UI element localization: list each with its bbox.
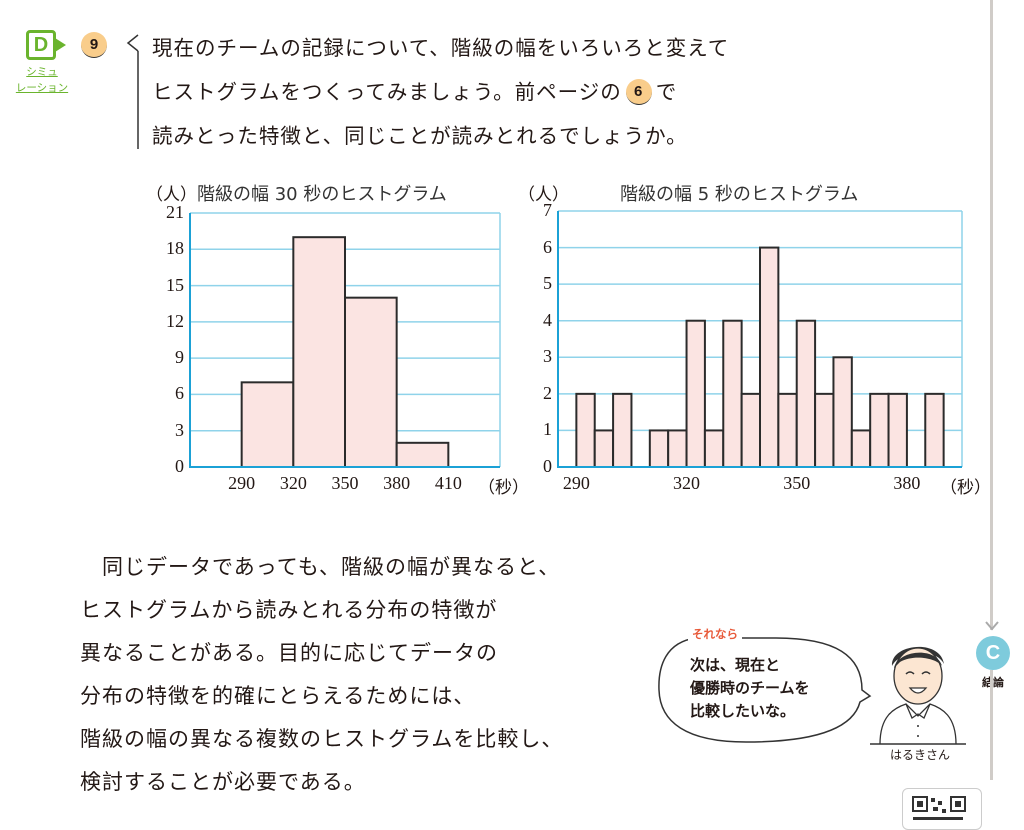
y-axis-unit: （人） bbox=[146, 185, 197, 204]
y-tick-label: 0 bbox=[175, 456, 184, 476]
y-tick-label: 6 bbox=[543, 236, 552, 257]
x-tick-label: 290 bbox=[562, 473, 590, 493]
histogram-bar bbox=[814, 392, 835, 469]
chart-plot bbox=[189, 212, 501, 469]
y-tick-label: 5 bbox=[543, 273, 552, 294]
progress-track bbox=[990, 0, 993, 630]
x-axis-unit: （秒） bbox=[940, 478, 991, 497]
x-tick-label: 350 bbox=[331, 473, 359, 493]
x-tick-label: 320 bbox=[279, 473, 307, 493]
y-tick-label: 9 bbox=[175, 347, 184, 368]
histogram-bar bbox=[887, 392, 908, 469]
y-tick-label: 21 bbox=[166, 202, 184, 222]
histogram-bar bbox=[777, 392, 798, 469]
x-axis-unit: （秒） bbox=[478, 478, 529, 497]
badge-letter: D bbox=[33, 33, 49, 56]
histogram-bar bbox=[832, 356, 853, 468]
y-tick-label: 12 bbox=[166, 310, 184, 331]
qr-code-icon bbox=[912, 796, 966, 820]
badge-label-line2: レーション bbox=[15, 82, 69, 94]
y-tick-label: 7 bbox=[543, 200, 552, 220]
flag-icon bbox=[55, 38, 66, 52]
summary-line: 異なることがある。目的に応じてデータの bbox=[80, 641, 498, 665]
summary-line: 分布の特徴を的確にとらえるためには、 bbox=[80, 684, 476, 708]
x-tick-label: 410 bbox=[434, 473, 462, 493]
x-tick-label: 290 bbox=[228, 473, 256, 493]
simulation-badge[interactable]: D bbox=[26, 30, 56, 60]
y-tick-label: 18 bbox=[166, 238, 184, 259]
histogram-bar bbox=[850, 429, 872, 468]
histogram-bar bbox=[575, 392, 596, 469]
x-tick-label: 380 bbox=[893, 473, 921, 493]
reference-number: 6 bbox=[625, 79, 652, 105]
badge-label-line1: シミュ bbox=[26, 66, 58, 78]
y-tick-label: 15 bbox=[166, 274, 184, 295]
question-line-2b: で bbox=[655, 80, 678, 104]
histogram-bar bbox=[722, 319, 743, 469]
histogram-bar bbox=[795, 319, 817, 469]
histogram-bar bbox=[648, 429, 670, 468]
qr-code[interactable] bbox=[902, 788, 982, 830]
summary-line: 同じデータであっても、階級の幅が異なると、 bbox=[80, 555, 561, 579]
question-number: 9 bbox=[81, 32, 107, 58]
histogram-bar bbox=[869, 392, 890, 469]
y-tick-label: 3 bbox=[175, 419, 184, 440]
x-tick-label: 380 bbox=[383, 473, 411, 493]
chart-title: 階級の幅 5 秒のヒストグラム bbox=[620, 184, 859, 205]
histogram-bar bbox=[703, 429, 725, 468]
speech-bubble bbox=[658, 637, 872, 743]
y-tick-label: 6 bbox=[175, 383, 184, 404]
x-tick-label: 320 bbox=[673, 473, 701, 493]
y-tick-label: 3 bbox=[543, 346, 552, 367]
histogram-bar bbox=[759, 246, 780, 468]
histogram-bar bbox=[395, 441, 450, 468]
histogram-bar bbox=[612, 392, 633, 469]
chart-plot bbox=[557, 210, 963, 469]
conclusion-badge[interactable]: C bbox=[976, 636, 1010, 670]
bracket-icon bbox=[126, 34, 139, 149]
y-tick-label: 1 bbox=[543, 419, 552, 440]
question-line-1: 現在のチームの記録について、階級の幅をいろいろと変えて bbox=[152, 36, 730, 60]
histogram-bar bbox=[685, 319, 706, 469]
speech-label: それなら bbox=[688, 626, 742, 642]
speech-text: 次は、現在と 優勝時のチームを 比較したいな。 bbox=[690, 656, 810, 720]
histogram-bar bbox=[924, 392, 945, 469]
y-tick-label: 0 bbox=[543, 456, 552, 476]
summary-line: 階級の幅の異なる複数のヒストグラムを比較し、 bbox=[80, 727, 564, 751]
histogram-bar bbox=[292, 236, 347, 468]
summary-text: 同じデータであっても、階級の幅が異なると、 ヒストグラムから読みとれる分布の特徴… bbox=[80, 546, 563, 804]
x-tick-label: 350 bbox=[783, 473, 811, 493]
question-line-2: ヒストグラムをつくってみましょう。前ページの 6 で bbox=[152, 70, 729, 114]
y-axis-unit: （人） bbox=[518, 185, 569, 204]
histogram-bar bbox=[740, 392, 761, 469]
y-tick-label: 2 bbox=[543, 382, 552, 403]
speaker-name: はるきさん bbox=[889, 748, 950, 762]
summary-line: ヒストグラムから読みとれる分布の特徴が bbox=[80, 598, 498, 622]
summary-line: 検討することが必要である。 bbox=[80, 770, 366, 794]
question-text: 現在のチームの記録について、階級の幅をいろいろと変えて ヒストグラムをつくってみ… bbox=[152, 26, 729, 158]
histogram-bar bbox=[667, 429, 688, 468]
chart-title: 階級の幅 30 秒のヒストグラム bbox=[197, 184, 447, 205]
simulation-link[interactable]: シミュ レーション bbox=[12, 64, 72, 96]
y-tick-label: 4 bbox=[543, 309, 552, 330]
progress-track-lower bbox=[990, 670, 993, 780]
character-illustration bbox=[870, 646, 966, 745]
question-line-2a: ヒストグラムをつくってみましょう。前ページの bbox=[152, 80, 622, 104]
histogram-bar bbox=[240, 381, 295, 469]
arrow-down-icon bbox=[985, 621, 999, 631]
question-line-3: 読みとった特徴と、同じことが読みとれるでしょうか。 bbox=[152, 124, 688, 148]
histogram-bar bbox=[593, 429, 615, 468]
conclusion-label: 結論 bbox=[982, 676, 1004, 689]
